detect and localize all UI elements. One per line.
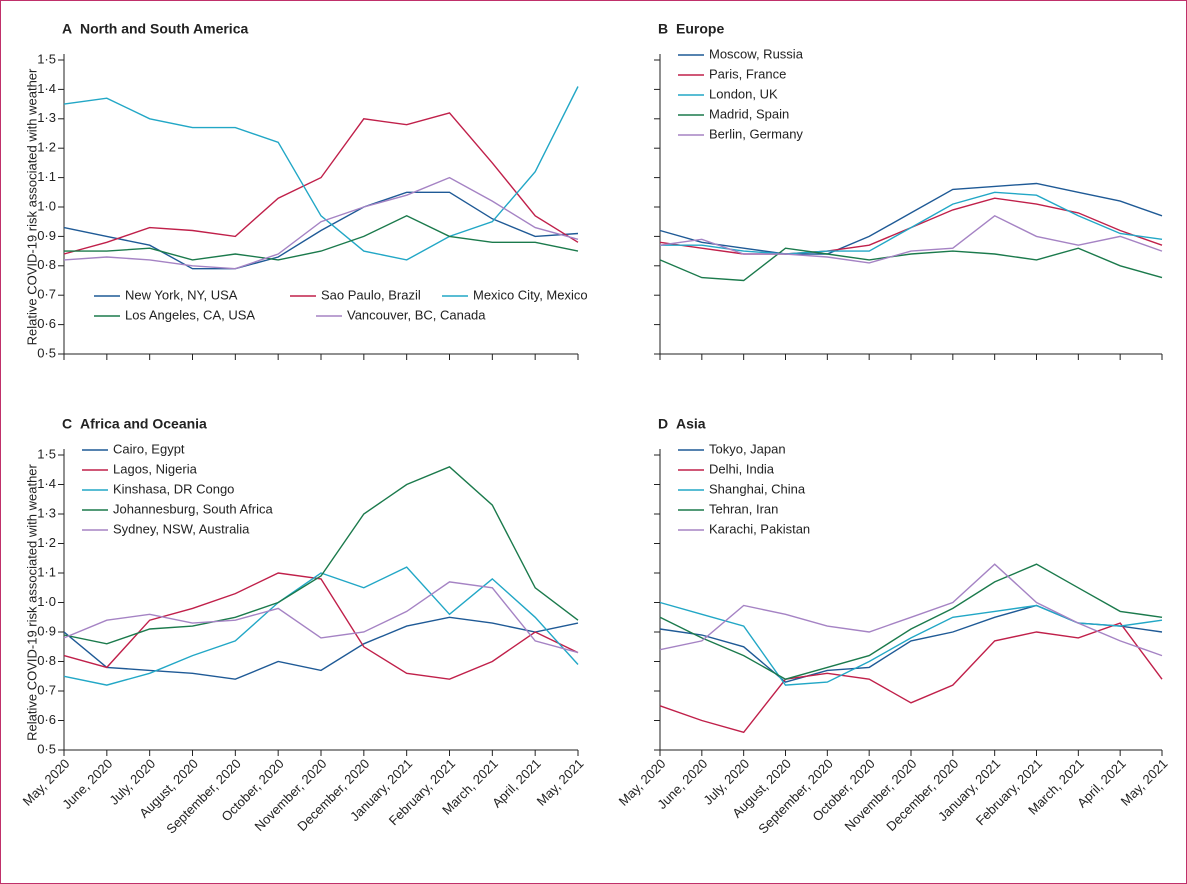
panel-title: North and South America <box>80 21 248 37</box>
y-tick-label: 1·2 <box>37 140 56 155</box>
x-tick-label: December, 2020 <box>883 756 961 834</box>
series-line <box>63 86 579 261</box>
series-line <box>659 622 1163 734</box>
y-tick-label: 0·8 <box>37 257 56 272</box>
x-tick-label: November, 2020 <box>841 756 919 834</box>
legend-label: Tehran, Iran <box>709 501 778 516</box>
x-tick-label: September, 2020 <box>163 756 244 837</box>
y-tick-label: 1·3 <box>37 110 56 125</box>
y-tick-label: 1·4 <box>37 81 56 96</box>
legend-label: Sao Paulo, Brazil <box>321 287 421 302</box>
legend-label: Madrid, Spain <box>709 106 789 121</box>
series-line <box>64 215 579 261</box>
series-line <box>659 247 1163 282</box>
x-tick-label: September, 2020 <box>755 756 836 837</box>
panel-letter: C <box>62 416 72 432</box>
legend-label: Cairo, Egypt <box>113 441 185 456</box>
y-tick-label: 0·9 <box>37 228 56 243</box>
y-tick-label: 0·5 <box>37 345 56 360</box>
series-line <box>63 616 579 680</box>
y-tick-label: 0·7 <box>37 682 56 697</box>
legend-label: Vancouver, BC, Canada <box>347 307 486 322</box>
y-tick-label: 1·0 <box>37 594 56 609</box>
panel-title: Europe <box>676 21 724 37</box>
series-line <box>659 214 1163 264</box>
series-line <box>63 465 579 645</box>
legend-label: Lagos, Nigeria <box>113 461 198 476</box>
y-tick-label: 0·5 <box>37 741 56 756</box>
legend-label: Shanghai, China <box>709 481 806 496</box>
series-line <box>63 581 579 654</box>
series-line <box>659 563 1163 657</box>
panel-letter: A <box>62 21 72 37</box>
series-line <box>63 566 579 686</box>
legend-label: Delhi, India <box>709 461 775 476</box>
y-tick-label: 1·3 <box>37 505 56 520</box>
legend-label: Johannesburg, South Africa <box>113 501 273 516</box>
series-line <box>660 191 1163 255</box>
series-line <box>659 197 1163 255</box>
y-tick-label: 1·1 <box>37 564 56 579</box>
y-tick-label: 0·6 <box>37 316 56 331</box>
legend-label: Moscow, Russia <box>709 46 804 61</box>
y-tick-label: 1·5 <box>37 51 56 66</box>
series-line <box>659 563 1163 680</box>
x-tick-label: May, 2021 <box>534 756 587 809</box>
series-line <box>659 182 1163 255</box>
legend-label: Karachi, Pakistan <box>709 521 810 536</box>
y-tick-label: 0·6 <box>37 712 56 727</box>
y-tick-label: 0·7 <box>37 287 56 302</box>
panel-title: Asia <box>676 416 706 432</box>
legend-label: Kinshasa, DR Congo <box>113 481 234 496</box>
y-tick-label: 1·2 <box>37 535 56 550</box>
y-tick-label: 1·1 <box>37 169 56 184</box>
y-tick-label: 0·9 <box>37 623 56 638</box>
legend-label: New York, NY, USA <box>125 287 238 302</box>
y-tick-label: 1·5 <box>37 446 56 461</box>
legend-label: Tokyo, Japan <box>709 441 786 456</box>
legend-label: London, UK <box>709 86 778 101</box>
series-line <box>63 191 579 270</box>
series-line <box>63 176 579 270</box>
legend-label: Mexico City, Mexico <box>473 287 588 302</box>
series-line <box>63 112 579 255</box>
y-axis-label: Relative COVID-19 risk associated with w… <box>24 68 39 345</box>
y-tick-label: 1·4 <box>37 476 56 491</box>
y-tick-label: 1·0 <box>37 198 56 213</box>
y-axis-label: Relative COVID-19 risk associated with w… <box>24 463 39 740</box>
legend-label: Berlin, Germany <box>709 126 803 141</box>
panel-title: Africa and Oceania <box>80 416 207 432</box>
series-line <box>63 572 579 680</box>
legend-label: Paris, France <box>709 66 786 81</box>
y-tick-label: 0·8 <box>37 653 56 668</box>
legend-label: Los Angeles, CA, USA <box>125 307 255 322</box>
panel-letter: D <box>658 416 668 432</box>
panel-letter: B <box>658 21 668 37</box>
legend-label: Sydney, NSW, Australia <box>113 521 250 536</box>
